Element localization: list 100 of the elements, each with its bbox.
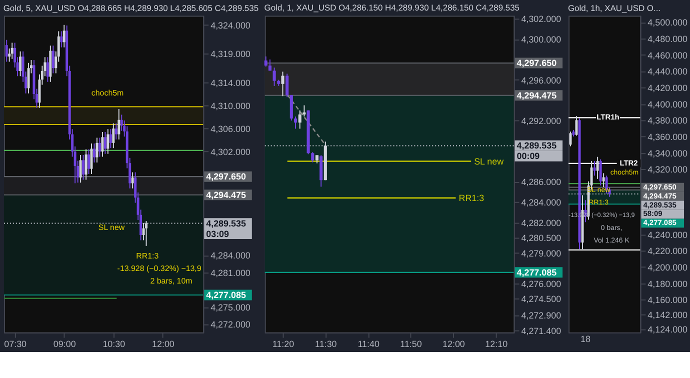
y-tick-label: 4,282.000 bbox=[521, 218, 562, 228]
candlestick bbox=[131, 172, 134, 189]
candlestick bbox=[298, 110, 302, 130]
ref-line-label: 4,297.650 bbox=[516, 58, 557, 68]
y-tick-label: 4,124.000 bbox=[648, 324, 688, 335]
candlestick bbox=[596, 156, 599, 180]
y-tick-label: 4,274.500 bbox=[521, 294, 562, 304]
candlestick bbox=[84, 148, 88, 180]
y-tick-label: 4,420.000 bbox=[648, 82, 688, 93]
y-tick-label: 4,275.000 bbox=[210, 302, 250, 312]
candlestick bbox=[27, 62, 30, 94]
candlestick bbox=[145, 220, 148, 246]
chart-title: Gold, 1, XAU_USD O4,286.150 H4,289.930 L4,286.150 C4,289.535 bbox=[264, 2, 520, 12]
x-tick-label: 18 bbox=[580, 334, 591, 344]
y-tick-label: 4,284.000 bbox=[521, 197, 562, 208]
candlestick bbox=[88, 148, 90, 175]
annotation: choch5m bbox=[91, 88, 124, 98]
y-tick-label: 4,314.000 bbox=[210, 78, 250, 88]
chart-title: Gold, 1h, XAU_USD O... bbox=[568, 3, 661, 14]
candlestick bbox=[5, 39, 8, 62]
y-tick-label: 4,320.000 bbox=[648, 164, 688, 175]
y-tick-label: 4,200.000 bbox=[648, 262, 688, 273]
text: 00:09 bbox=[516, 151, 540, 162]
candlestick bbox=[52, 45, 54, 74]
candlestick bbox=[96, 137, 98, 163]
y-tick-label: 4,279.000 bbox=[521, 248, 562, 258]
candlestick bbox=[46, 56, 49, 82]
candlestick bbox=[602, 172, 605, 188]
y-tick-label: 4,296.000 bbox=[521, 75, 562, 86]
y-tick-label: 4,281.000 bbox=[210, 268, 250, 278]
y-tick-label: 4,280.500 bbox=[521, 233, 562, 244]
candlestick bbox=[302, 104, 306, 117]
candlestick bbox=[60, 30, 63, 48]
candlestick bbox=[114, 122, 118, 140]
y-tick-label: 4,292.000 bbox=[521, 116, 562, 126]
y-tick-label: 4,284.000 bbox=[210, 250, 250, 261]
y-tick-label: 4,180.000 bbox=[648, 278, 688, 289]
annotation: 2 bars, 10m bbox=[150, 276, 193, 286]
y-tick-label: 4,220.000 bbox=[648, 246, 688, 256]
candlestick bbox=[10, 42, 14, 60]
y-tick-label: 4,272.900 bbox=[521, 310, 562, 320]
candlestick bbox=[98, 137, 101, 158]
candlestick bbox=[106, 128, 110, 154]
y-tick-label: 4,160.000 bbox=[648, 295, 688, 306]
candlestick bbox=[109, 128, 112, 149]
x-tick-label: 11:50 bbox=[400, 338, 422, 349]
y-tick-label: 4,360.000 bbox=[648, 132, 688, 142]
x-tick-label: 11:30 bbox=[315, 338, 337, 349]
annotation: SL new bbox=[98, 222, 125, 232]
y-tick-label: 4,240.000 bbox=[648, 230, 688, 240]
ref-line-label: 4,277.085 bbox=[516, 267, 557, 278]
ref-line-label: 4,277.085 bbox=[206, 290, 246, 300]
candlestick bbox=[593, 160, 596, 176]
text: 03:09 bbox=[206, 228, 230, 239]
y-tick-label: 4,142.000 bbox=[648, 310, 688, 320]
y-tick-label: 4,319.000 bbox=[210, 49, 250, 60]
x-tick-label: 11:20 bbox=[272, 338, 294, 349]
series-label: RR1:3 bbox=[458, 192, 484, 203]
ref-line-label: 4,294.475 bbox=[206, 190, 246, 200]
candlestick bbox=[79, 154, 82, 184]
candlestick bbox=[101, 131, 104, 158]
candlestick bbox=[264, 56, 268, 68]
x-tick-label: 12:00 bbox=[442, 338, 465, 349]
candlestick bbox=[90, 143, 93, 175]
y-tick-label: 4,480.000 bbox=[648, 34, 688, 44]
annotation: RR1:3 bbox=[136, 251, 160, 260]
candlestick bbox=[599, 158, 602, 186]
y-tick-label: 4,340.000 bbox=[648, 148, 688, 158]
x-tick-label: 11:40 bbox=[358, 338, 380, 349]
y-tick-label: 4,440.000 bbox=[648, 66, 688, 77]
x-tick-label: 12:10 bbox=[485, 338, 508, 349]
series-label: SL new bbox=[474, 156, 504, 166]
candlestick bbox=[290, 94, 293, 122]
y-tick-label: 4,300.000 bbox=[521, 34, 562, 45]
ref-line-label: 4,289.535 bbox=[516, 140, 557, 151]
ref-line-label: 4,297.650 bbox=[206, 172, 246, 182]
y-tick-label: 4,302.000 bbox=[521, 14, 562, 24]
x-tick-label: 09:00 bbox=[53, 338, 76, 349]
ref-line-label: 4,289.535 bbox=[206, 218, 246, 228]
y-tick-label: 4,302.000 bbox=[210, 147, 250, 158]
y-tick-label: 4,271.400 bbox=[521, 326, 562, 336]
y-tick-label: 4,460.000 bbox=[648, 50, 688, 60]
x-tick-label: 12:00 bbox=[152, 338, 174, 349]
y-tick-label: 4,286.000 bbox=[521, 177, 562, 188]
x-tick-label: 07:30 bbox=[4, 338, 27, 349]
x-tick-label: 10:30 bbox=[102, 338, 126, 349]
candlestick bbox=[569, 131, 572, 147]
candlestick bbox=[294, 116, 298, 130]
candlestick bbox=[281, 71, 284, 97]
y-tick-label: 4,306.000 bbox=[210, 124, 250, 134]
ref-line-label: 4,294.475 bbox=[516, 90, 557, 100]
candlestick bbox=[286, 73, 289, 98]
candlestick bbox=[272, 67, 276, 86]
annotation: -13.928 (−0.32%) −13,9 bbox=[117, 264, 202, 273]
y-tick-label: 4,400.000 bbox=[648, 99, 688, 110]
candlestick bbox=[311, 152, 314, 163]
y-tick-label: 4,276.000 bbox=[521, 278, 562, 289]
chart-title: Gold, 5, XAU_USD O4,288.665 H4,289.930 L4,285.605 C4,289.535 bbox=[3, 3, 259, 14]
y-tick-label: 4,500.000 bbox=[648, 18, 688, 28]
y-tick-label: 4,310.000 bbox=[210, 100, 250, 111]
